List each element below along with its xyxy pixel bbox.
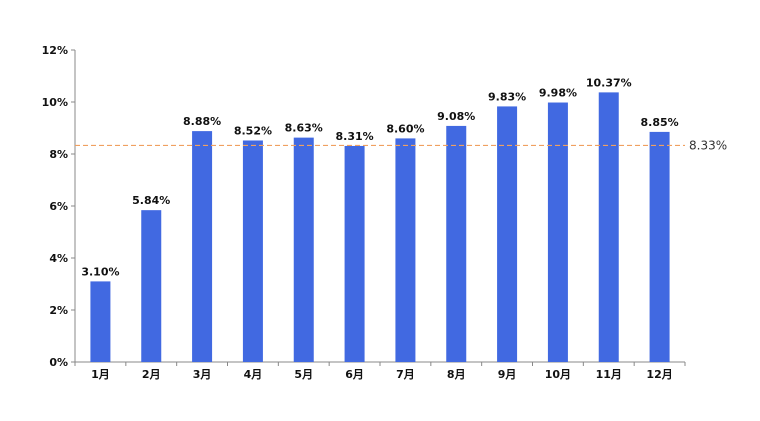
data-label: 9.98% [539,87,577,100]
data-label: 8.31% [335,130,373,143]
average-reference-label: 8.33% [689,138,727,152]
y-tick-label: 10% [42,96,68,109]
y-tick-label: 0% [49,356,68,369]
x-tick-label: 6月 [345,368,364,381]
data-label: 9.83% [488,90,526,103]
bar [649,131,670,362]
data-label: 5.84% [132,194,170,207]
x-tick-label: 7月 [396,368,415,381]
data-label: 8.85% [640,116,678,129]
x-tick-label: 2月 [142,368,161,381]
bar [446,125,467,362]
x-tick-label: 10月 [545,368,571,381]
x-tick-label: 9月 [498,368,517,381]
x-tick-label: 1月 [91,368,110,381]
bar [293,137,314,362]
data-label: 8.88% [183,115,221,128]
y-tick-label: 4% [49,252,68,265]
y-tick-label: 2% [49,304,68,317]
x-tick-label: 12月 [646,368,672,381]
bar [598,92,619,362]
data-label: 8.52% [234,124,272,137]
bar [497,106,518,362]
bar [192,131,213,362]
y-tick-label: 12% [42,44,68,57]
x-tick-label: 11月 [596,368,622,381]
y-tick-label: 6% [49,200,68,213]
bar [90,281,111,362]
data-label: 3.10% [81,265,119,278]
bar [344,145,365,362]
y-tick-label: 8% [49,148,68,161]
bar [242,140,263,362]
data-label: 9.08% [437,110,475,123]
x-tick-label: 8月 [447,368,466,381]
x-tick-label: 3月 [193,368,212,381]
data-label: 10.37% [586,76,632,89]
bar [141,210,162,362]
data-label: 8.60% [386,122,424,135]
data-label: 8.63% [285,122,323,135]
bar [547,102,568,363]
bar [395,138,416,362]
x-tick-label: 4月 [244,368,263,381]
x-tick-label: 5月 [294,368,313,381]
